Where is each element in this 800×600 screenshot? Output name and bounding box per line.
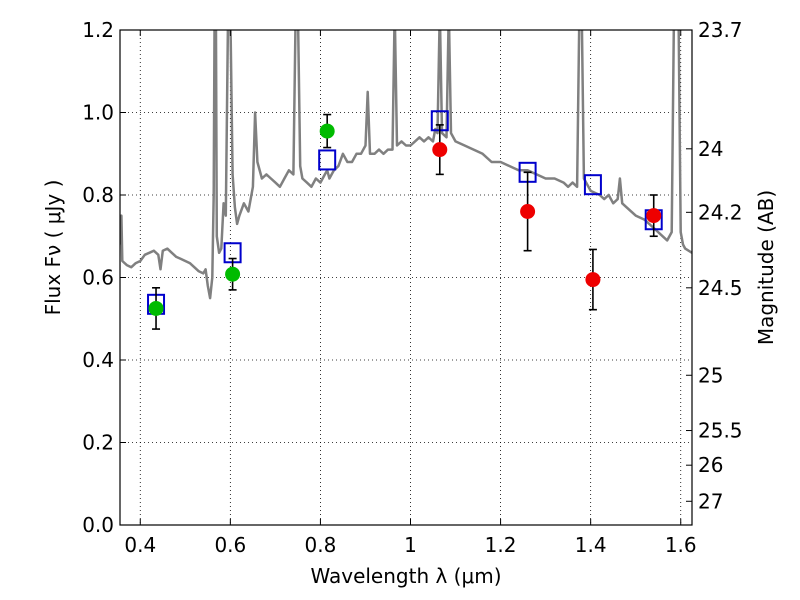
y-tick-label: 1.0 bbox=[82, 101, 114, 125]
circle-marker bbox=[225, 266, 241, 282]
y-axis-right-label: Magnitude (AB) bbox=[754, 190, 778, 345]
y-tick-label: 0.0 bbox=[82, 513, 114, 537]
x-tick-label: 0.4 bbox=[124, 533, 156, 557]
spectrum-line bbox=[120, 30, 692, 300]
circle-marker bbox=[520, 204, 536, 219]
square-marker bbox=[318, 149, 337, 171]
x-axis-label: Wavelength λ (μm) bbox=[310, 564, 501, 588]
y-tick-label: 0.6 bbox=[82, 266, 114, 290]
circle-marker bbox=[432, 142, 448, 158]
right-tick-label: 24.2 bbox=[698, 200, 743, 224]
circle-marker bbox=[585, 272, 601, 288]
x-tick-label: 1.6 bbox=[665, 533, 697, 557]
x-tick-label: 0.6 bbox=[214, 533, 246, 557]
model-spectrum bbox=[120, 30, 692, 300]
right-tick-label: 23.7 bbox=[698, 18, 743, 42]
right-tick-label: 26 bbox=[698, 453, 723, 477]
x-tick-label: 1.4 bbox=[575, 533, 607, 557]
x-tick-label: 0.8 bbox=[305, 533, 337, 557]
square-marker bbox=[583, 174, 602, 196]
right-tick-label: 27 bbox=[698, 489, 723, 513]
y-tick-label: 0.8 bbox=[82, 183, 114, 207]
circle-marker bbox=[646, 208, 662, 224]
right-tick-label: 24.5 bbox=[698, 276, 743, 300]
right-tick-label: 24 bbox=[698, 137, 723, 161]
circle-marker bbox=[148, 300, 164, 316]
x-tick-label: 1 bbox=[404, 533, 417, 557]
circle-marker bbox=[319, 123, 335, 139]
y-axis-label: Flux Fν ( μJy ) bbox=[41, 180, 65, 316]
x-tick-label: 1.2 bbox=[485, 533, 517, 557]
data-markers bbox=[147, 110, 663, 330]
right-tick-label: 25 bbox=[698, 363, 723, 387]
axis-ticks: 0.4 0.6 0.8 1 1.2 1.4 1.6 0.0 0.2 0.4 0.6 0.8 1.0 1.2… bbox=[82, 18, 742, 557]
y-tick-label: 0.2 bbox=[82, 431, 114, 455]
right-tick-label: 25.5 bbox=[698, 419, 743, 443]
y-tick-label: 1.2 bbox=[82, 18, 114, 42]
y-tick-label: 0.4 bbox=[82, 348, 114, 372]
